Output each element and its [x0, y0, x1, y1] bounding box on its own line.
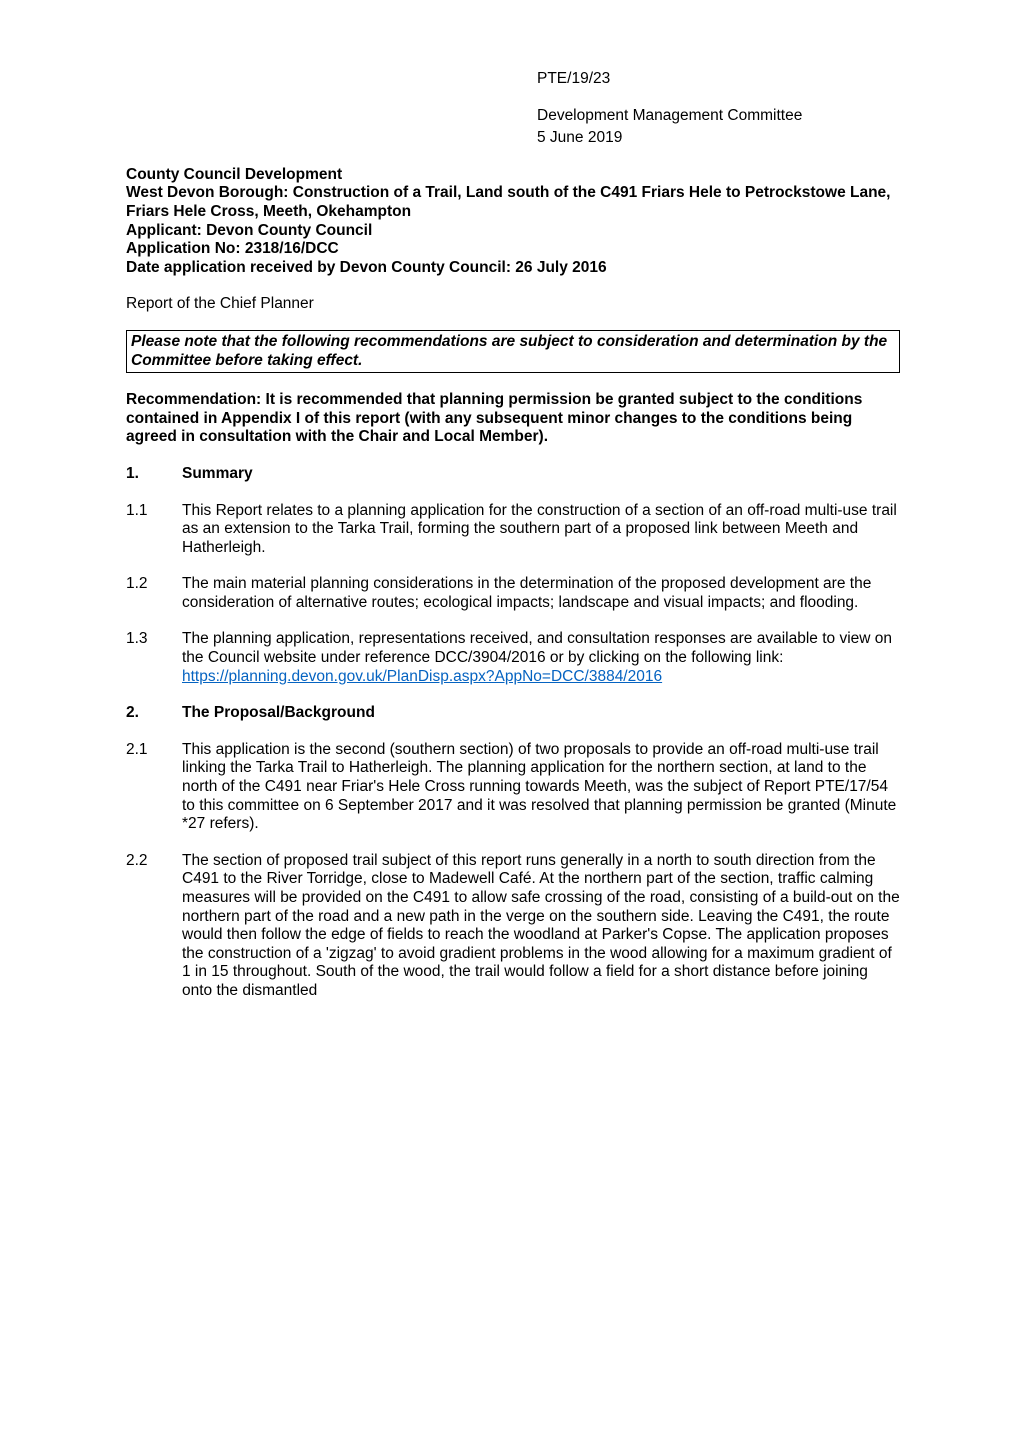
para-2-2-num: 2.2 — [126, 852, 182, 1001]
title-line-5: Date application received by Devon Count… — [126, 259, 900, 278]
para-1-1: 1.1 This Report relates to a planning ap… — [126, 502, 900, 558]
section-2-title: The Proposal/Background — [182, 704, 375, 723]
planning-link[interactable]: https://planning.devon.gov.uk/PlanDisp.a… — [182, 668, 662, 685]
para-2-1-num: 2.1 — [126, 741, 182, 834]
page: PTE/19/23 Development Management Committ… — [0, 0, 1020, 1442]
para-2-1-body: This application is the second (southern… — [182, 741, 900, 834]
title-line-2: West Devon Borough: Construction of a Tr… — [126, 184, 900, 221]
para-2-2-body: The section of proposed trail subject of… — [182, 852, 900, 1001]
para-1-1-num: 1.1 — [126, 502, 182, 558]
para-1-3: 1.3 The planning application, representa… — [126, 630, 900, 686]
title-line-3: Applicant: Devon County Council — [126, 222, 900, 241]
section-2-heading: 2. The Proposal/Background — [126, 704, 900, 723]
para-1-1-body: This Report relates to a planning applic… — [182, 502, 900, 558]
note-box: Please note that the following recommend… — [126, 330, 900, 373]
para-2-1: 2.1 This application is the second (sout… — [126, 741, 900, 834]
title-block: County Council Development West Devon Bo… — [126, 166, 900, 278]
doc-ref: PTE/19/23 — [126, 70, 900, 89]
para-1-2-body: The main material planning consideration… — [182, 575, 900, 612]
recommendation: Recommendation: It is recommended that p… — [126, 391, 900, 447]
committee-date: 5 June 2019 — [126, 129, 900, 148]
spacer — [126, 93, 900, 107]
section-1-num: 1. — [126, 465, 182, 484]
section-1-heading: 1. Summary — [126, 465, 900, 484]
para-1-2: 1.2 The main material planning considera… — [126, 575, 900, 612]
para-2-2: 2.2 The section of proposed trail subjec… — [126, 852, 900, 1001]
para-1-3-num: 1.3 — [126, 630, 182, 686]
para-1-3-text: The planning application, representation… — [182, 630, 892, 666]
section-1-title: Summary — [182, 465, 253, 484]
para-1-2-num: 1.2 — [126, 575, 182, 612]
report-byline: Report of the Chief Planner — [126, 295, 900, 314]
committee-name: Development Management Committee — [126, 107, 900, 126]
para-1-3-body: The planning application, representation… — [182, 630, 900, 686]
title-line-4: Application No: 2318/16/DCC — [126, 240, 900, 259]
section-2-num: 2. — [126, 704, 182, 723]
title-line-1: County Council Development — [126, 166, 900, 185]
note-text: Please note that the following recommend… — [131, 333, 895, 370]
